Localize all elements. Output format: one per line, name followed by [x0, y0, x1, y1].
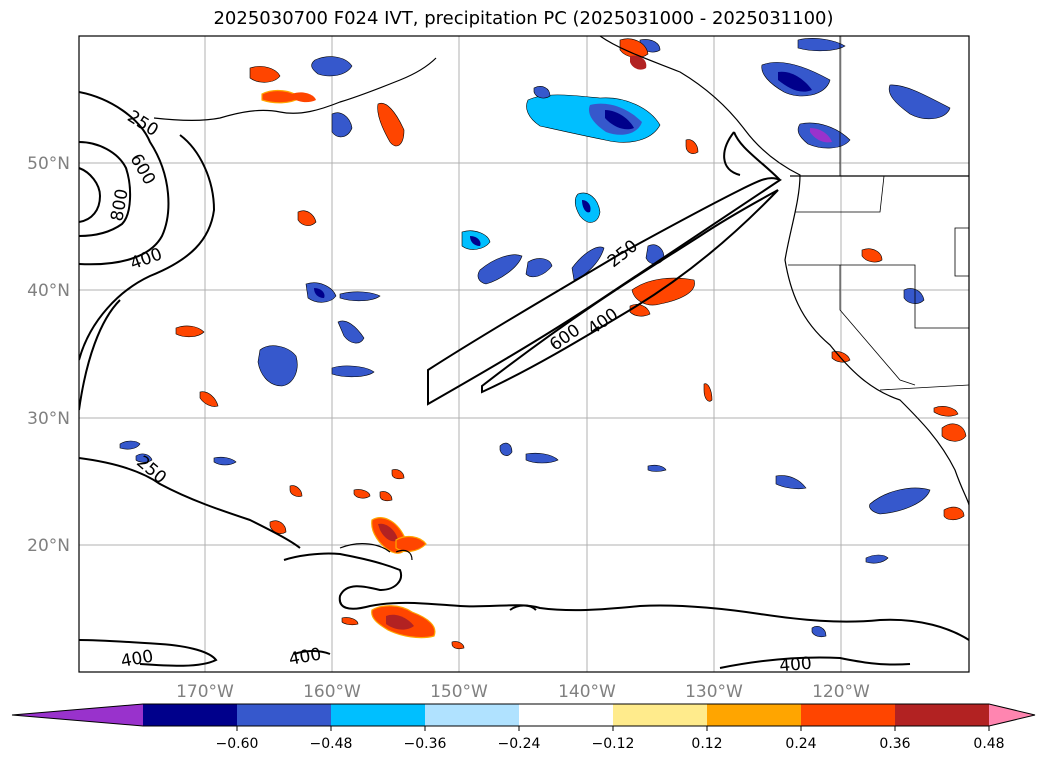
colorbar-extend-low [12, 704, 143, 726]
colorbar-segment [143, 704, 238, 726]
blue-blob [477, 254, 523, 285]
warm-blob [297, 210, 317, 226]
warm-blob [199, 391, 219, 407]
warm-blob [379, 491, 393, 502]
warm-blob [377, 102, 405, 147]
lon-label: 150°W [430, 682, 488, 702]
lat-label: 30°N [27, 409, 70, 429]
lon-label: 120°W [812, 682, 870, 702]
warm-blob [861, 248, 883, 263]
warm-blob [451, 641, 465, 650]
colorbar-segment [801, 704, 896, 726]
lon-label: 130°W [685, 682, 743, 702]
warm-blob [630, 55, 647, 70]
blue-blob [811, 626, 827, 638]
warm-blob [292, 92, 316, 103]
blue-blob [311, 56, 353, 77]
colorbar-tick-label: −0.60 [216, 736, 259, 752]
warm-blob [831, 351, 851, 363]
warm-blob [703, 383, 713, 402]
warm-blob [391, 469, 405, 480]
colorbar-tick-label: 0.24 [785, 736, 816, 752]
precip-positive-anomalies [175, 38, 967, 650]
colorbar-segment [331, 704, 426, 726]
warm-blob [378, 523, 398, 542]
blue-blob [778, 71, 812, 92]
lat-label: 50°N [27, 154, 70, 174]
blue-blob [119, 440, 141, 450]
warm-blob [933, 406, 959, 417]
lon-label: 170°W [176, 682, 234, 702]
contour-label: 400 [779, 654, 813, 677]
blue-blob [865, 554, 889, 564]
colorbar-tick-label: −0.36 [404, 736, 447, 752]
blue-blob [213, 456, 237, 466]
warm-blob [353, 489, 371, 499]
blue-blob [331, 365, 375, 378]
warm-blob [386, 614, 414, 630]
colorbar-extend-high [989, 704, 1035, 726]
blue-blob [775, 475, 807, 490]
map-title: 2025030700 F024 IVT, precipitation PC (2… [213, 8, 834, 29]
blue-blob [797, 38, 846, 52]
blue-blob [869, 487, 931, 515]
warm-blob [341, 617, 359, 626]
colorbar-segment [613, 704, 708, 726]
lat-label: 40°N [27, 281, 70, 301]
lat-label: 20°N [27, 536, 70, 556]
colorbar-segment [237, 704, 332, 726]
colorbar-segment [425, 704, 520, 726]
blue-blob [331, 112, 353, 138]
map-border [78, 35, 970, 673]
blue-blob [903, 288, 925, 304]
warm-blob [619, 38, 649, 58]
coastlines [153, 36, 969, 561]
colorbar-segment [519, 704, 614, 726]
colorbar-segment [707, 704, 802, 726]
colorbar-tick-label: −0.12 [592, 736, 635, 752]
colorbar-tick-label: 0.12 [691, 736, 722, 752]
warm-blob [943, 506, 965, 521]
blue-blob [499, 442, 513, 456]
blue-blob [525, 452, 559, 464]
warm-blob [289, 485, 303, 497]
lon-label: 160°W [303, 682, 361, 702]
blue-blob [257, 345, 298, 387]
blue-blob [314, 288, 325, 298]
blue-blob [582, 200, 591, 213]
colorbar-tick-label: 0.36 [879, 736, 910, 752]
blue-blob [888, 84, 951, 120]
blue-blob [339, 291, 381, 302]
blue-blob [470, 236, 481, 246]
colorbar: −0.60 −0.48 −0.36 −0.24 −0.12 0.12 0.24 0.36 0.4… [11, 703, 1036, 752]
blue-blob [525, 258, 553, 278]
blue-blob [337, 320, 365, 344]
warm-blob [269, 520, 287, 534]
blue-blob [533, 86, 551, 99]
blue-blob [810, 128, 832, 143]
colorbar-tick-label: −0.24 [498, 736, 541, 752]
blue-blob [647, 464, 667, 472]
colorbar-tick-label: −0.48 [310, 736, 353, 752]
warm-blob [941, 423, 967, 442]
blue-blob [605, 110, 634, 130]
colorbar-segment [895, 704, 990, 726]
longitude-labels: 170°W 160°W 150°W 140°W 130°W 120°W [176, 682, 870, 702]
warm-blob [175, 325, 205, 338]
colorbar-outline [11, 703, 1036, 727]
blue-blob [135, 453, 153, 463]
colorbar-tick-label: 0.48 [973, 736, 1004, 752]
warm-blob [249, 66, 281, 83]
warm-blob [685, 139, 699, 154]
precip-negative-anomalies [119, 38, 951, 638]
lon-label: 140°W [558, 682, 616, 702]
political-borders [788, 36, 969, 391]
latitude-labels: 50°N 40°N 30°N 20°N [27, 154, 70, 556]
ivt-contours [79, 91, 969, 669]
